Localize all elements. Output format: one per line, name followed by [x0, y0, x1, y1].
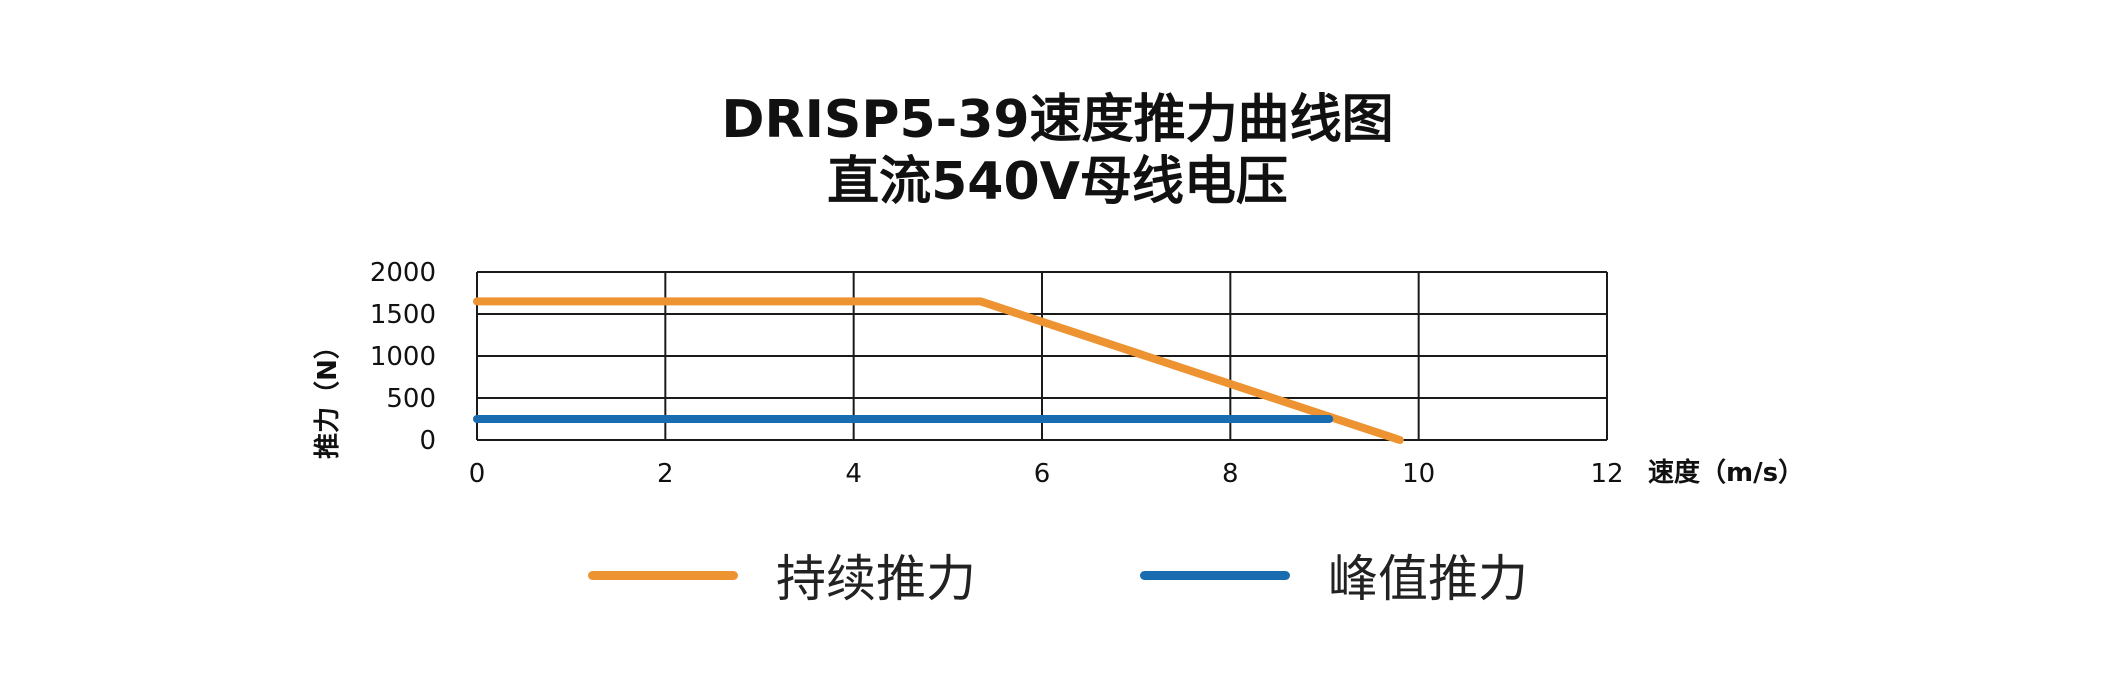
y-tick-label: 1500: [370, 300, 436, 330]
y-tick-label: 1000: [370, 342, 436, 372]
x-tick-label: 10: [1402, 459, 1435, 489]
legend-label-peak: 峰值推力: [1328, 550, 1528, 608]
y-tick-label: 500: [386, 384, 436, 414]
legend-swatch-continuous: [588, 570, 738, 580]
x-tick-label: 8: [1222, 459, 1239, 489]
series-line-0: [473, 297, 1404, 444]
y-axis-label: 推力（N）: [313, 333, 343, 459]
x-axis-label: 速度（m/s）: [1648, 457, 1804, 488]
y-tick-label: 2000: [370, 258, 436, 288]
x-tick-label: 12: [1590, 459, 1623, 489]
x-tick-label: 2: [657, 459, 674, 489]
legend-item-peak: 峰值推力: [1140, 540, 1528, 610]
chart-title-line-2: 直流540V母线电压: [827, 152, 1288, 212]
legend-item-continuous: 持续推力: [588, 540, 976, 610]
legend-label-continuous: 持续推力: [776, 550, 976, 608]
x-tick-label: 4: [845, 459, 862, 489]
grid: [476, 271, 1608, 441]
y-tick-label: 0: [419, 426, 436, 456]
legend-swatch-peak: [1140, 570, 1290, 580]
chart-title-line-1: DRISP5-39速度推力曲线图: [721, 90, 1394, 150]
tick-labels: 0 2 4 6 8 10 12 2000 1500 1000 500 0: [370, 258, 1624, 489]
x-tick-label: 6: [1034, 459, 1051, 489]
x-tick-label: 0: [469, 459, 486, 489]
series-lines: [473, 297, 1404, 444]
